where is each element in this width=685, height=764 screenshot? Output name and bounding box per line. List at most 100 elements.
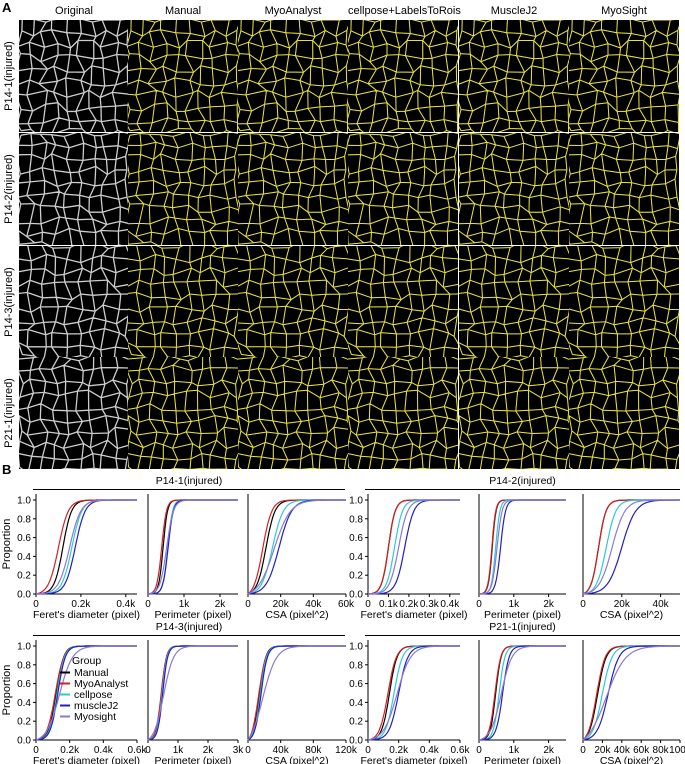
micrograph-tile xyxy=(569,133,679,245)
micrograph-tile xyxy=(238,246,348,358)
x-tick-label: 1k xyxy=(173,745,185,756)
cdf-line-myosight xyxy=(478,645,566,741)
cdf-line-cellpose xyxy=(247,645,346,741)
cdf-line-myosight xyxy=(367,645,460,741)
x-tick-label: 1k xyxy=(509,745,521,756)
y-tick-label: 0.2 xyxy=(349,717,363,728)
x-tick-label: 0.3k xyxy=(420,599,440,610)
column-header: MyoSight xyxy=(601,5,647,17)
x-axis-label: Feret's diameter (pixel) xyxy=(33,755,140,764)
y-tick-label: 0.6 xyxy=(17,679,31,690)
micrograph-tile xyxy=(459,246,569,358)
x-axis-label: Feret's diameter (pixel) xyxy=(360,609,467,621)
y-tick-label: 0.4 xyxy=(17,552,31,563)
cdf-line-musclej2 xyxy=(368,645,460,741)
cdf-line-myoanalyst xyxy=(367,645,460,741)
cdf-line-myoanalyst xyxy=(247,645,346,741)
row-label: P21-1(injured) xyxy=(3,378,15,448)
x-tick-label: 0 xyxy=(145,599,151,610)
x-tick-label: 40k xyxy=(273,745,290,756)
legend-entry: Manual xyxy=(74,667,108,679)
group-title: P21-1(injured) xyxy=(489,621,556,633)
x-tick-label: 20k xyxy=(614,599,631,610)
x-tick-label: 0.2k xyxy=(399,599,419,610)
x-tick-label: 0.4k xyxy=(440,599,460,610)
cdf-line-manual xyxy=(247,645,346,741)
x-tick-label: 0.2k xyxy=(60,745,80,756)
legend-entry: muscleJ2 xyxy=(74,700,119,712)
x-tick-label: 0.2k xyxy=(389,745,409,756)
micrograph-tile xyxy=(459,357,569,469)
cdf-line-cellpose xyxy=(582,499,680,595)
cdf-line-manual xyxy=(367,645,460,741)
cdf-line-myosight xyxy=(35,645,137,741)
x-axis-label: CSA (pixel^2) xyxy=(265,755,328,764)
y-tick-label: 0.8 xyxy=(17,514,31,525)
micrograph-tile xyxy=(128,20,238,132)
cdf-line-musclej2 xyxy=(247,645,346,741)
micrograph-tile xyxy=(348,357,458,469)
legend-entry: MyoAnalyst xyxy=(74,678,128,690)
micrograph-tile xyxy=(19,246,129,358)
cdf-line-myosight xyxy=(35,499,137,595)
cdf-line-myoanalyst xyxy=(35,499,137,595)
y-axis-label: Proportion xyxy=(1,665,13,716)
micrograph-tile xyxy=(128,357,238,469)
y-tick-label: 0.6 xyxy=(349,679,363,690)
x-tick-label: 120k xyxy=(335,745,358,756)
panel-b-letter: B xyxy=(2,462,12,477)
micrograph-tile xyxy=(128,246,238,358)
group-title: P14-1(injured) xyxy=(155,475,223,487)
legend-title: Group xyxy=(72,655,101,667)
legend-entry: Myosight xyxy=(74,711,116,723)
micrograph-tile xyxy=(569,246,679,358)
x-tick-label: 3k xyxy=(233,745,245,756)
y-axis-label: Proportion xyxy=(1,519,13,570)
column-header: Manual xyxy=(164,5,202,17)
micrograph-tile xyxy=(348,20,458,132)
micrograph-tile xyxy=(19,357,129,469)
x-tick-label: 0 xyxy=(245,745,251,756)
cdf-line-cellpose xyxy=(36,499,137,595)
y-tick-label: 0.2 xyxy=(17,571,31,582)
x-tick-label: 0 xyxy=(145,745,151,756)
cdf-line-manual xyxy=(367,499,460,595)
y-tick-label: 0.0 xyxy=(349,590,363,601)
x-tick-label: 2k xyxy=(215,599,227,610)
y-tick-label: 0.4 xyxy=(349,698,363,709)
y-tick-label: 0.4 xyxy=(17,698,31,709)
micrograph-tile xyxy=(348,133,458,245)
y-tick-label: 0.0 xyxy=(17,590,31,601)
cdf-line-myosight xyxy=(247,499,346,595)
y-tick-label: 1.0 xyxy=(17,642,31,653)
row-label: P14-1(injured) xyxy=(3,41,15,111)
x-tick-label: 2k xyxy=(543,599,555,610)
cdf-line-manual xyxy=(582,645,680,741)
x-axis-label: Perimeter (pixel) xyxy=(484,755,561,764)
column-header: MuscleJ2 xyxy=(490,5,538,17)
x-tick-label: 0.1k xyxy=(379,599,399,610)
cdf-line-myoanalyst xyxy=(367,499,460,595)
column-header: cellpose+LabelsToRois xyxy=(348,5,461,17)
cdf-line-myoanalyst xyxy=(247,499,346,595)
x-tick-label: 0.2k xyxy=(71,599,91,610)
x-tick-label: 80k xyxy=(305,745,322,756)
x-tick-label: 2k xyxy=(543,745,555,756)
cdf-line-myosight xyxy=(368,499,460,595)
x-tick-label: 0.4k xyxy=(94,745,114,756)
micrograph-tile xyxy=(19,20,129,132)
x-tick-label: 40k xyxy=(614,745,631,756)
legend-entry: cellpose xyxy=(74,689,113,701)
group-title-rule xyxy=(33,635,345,636)
x-tick-label: 0 xyxy=(245,599,251,610)
micrograph-tile xyxy=(459,133,569,245)
cdf-line-cellpose xyxy=(367,645,460,741)
micrograph-tile xyxy=(128,133,238,245)
x-axis-label: Perimeter (pixel) xyxy=(154,755,231,764)
x-tick-label: 0 xyxy=(476,745,482,756)
x-tick-label: 20k xyxy=(594,745,611,756)
y-tick-label: 1.0 xyxy=(17,496,31,507)
x-tick-label: 0.4k xyxy=(116,599,136,610)
x-tick-label: 100k xyxy=(669,745,685,756)
